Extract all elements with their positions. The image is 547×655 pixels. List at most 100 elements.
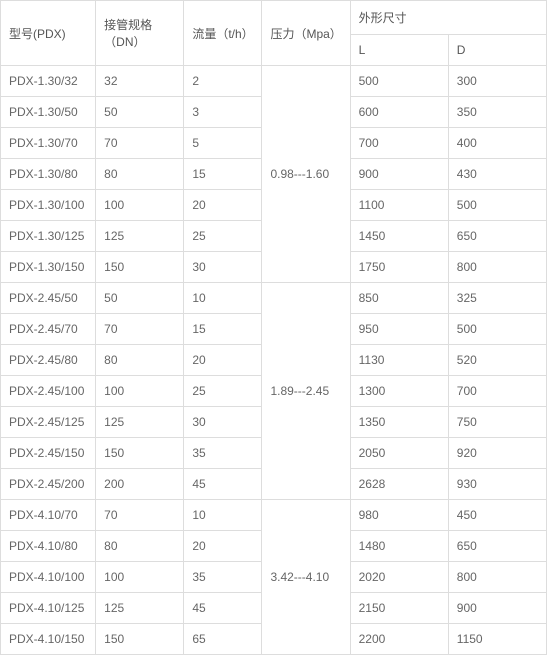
cell-model: PDX-2.45/80 <box>1 345 96 376</box>
cell-l: 1350 <box>350 407 448 438</box>
cell-flow: 2 <box>184 66 262 97</box>
cell-dn: 70 <box>96 128 184 159</box>
cell-l: 900 <box>350 159 448 190</box>
cell-l: 1450 <box>350 221 448 252</box>
cell-d: 400 <box>448 128 546 159</box>
cell-model: PDX-2.45/125 <box>1 407 96 438</box>
cell-l: 980 <box>350 500 448 531</box>
table-row: PDX-4.10/7070103.42---4.10980450 <box>1 500 547 531</box>
table-body: PDX-1.30/323220.98---1.60500300PDX-1.30/… <box>1 66 547 655</box>
cell-dn: 80 <box>96 531 184 562</box>
cell-d: 650 <box>448 531 546 562</box>
cell-d: 500 <box>448 190 546 221</box>
cell-flow: 15 <box>184 314 262 345</box>
cell-dn: 70 <box>96 314 184 345</box>
cell-dn: 150 <box>96 624 184 655</box>
cell-l: 1130 <box>350 345 448 376</box>
cell-pressure: 3.42---4.10 <box>262 500 350 655</box>
cell-model: PDX-2.45/200 <box>1 469 96 500</box>
cell-d: 800 <box>448 252 546 283</box>
cell-flow: 35 <box>184 562 262 593</box>
cell-dn: 200 <box>96 469 184 500</box>
cell-model: PDX-4.10/150 <box>1 624 96 655</box>
cell-l: 1480 <box>350 531 448 562</box>
cell-model: PDX-1.30/100 <box>1 190 96 221</box>
cell-model: PDX-2.45/150 <box>1 438 96 469</box>
cell-dn: 80 <box>96 345 184 376</box>
cell-l: 500 <box>350 66 448 97</box>
cell-l: 600 <box>350 97 448 128</box>
cell-l: 2020 <box>350 562 448 593</box>
cell-dn: 50 <box>96 97 184 128</box>
cell-model: PDX-4.10/125 <box>1 593 96 624</box>
cell-d: 300 <box>448 66 546 97</box>
cell-d: 350 <box>448 97 546 128</box>
cell-l: 1100 <box>350 190 448 221</box>
header-model: 型号(PDX) <box>1 1 96 66</box>
cell-pressure: 1.89---2.45 <box>262 283 350 500</box>
cell-model: PDX-2.45/70 <box>1 314 96 345</box>
header-l: L <box>350 35 448 66</box>
cell-l: 2050 <box>350 438 448 469</box>
cell-flow: 5 <box>184 128 262 159</box>
cell-model: PDX-1.30/125 <box>1 221 96 252</box>
table-row: PDX-2.45/5050101.89---2.45850325 <box>1 283 547 314</box>
cell-d: 920 <box>448 438 546 469</box>
cell-d: 930 <box>448 469 546 500</box>
cell-dn: 80 <box>96 159 184 190</box>
cell-d: 430 <box>448 159 546 190</box>
cell-flow: 45 <box>184 469 262 500</box>
cell-dn: 125 <box>96 407 184 438</box>
cell-flow: 20 <box>184 190 262 221</box>
cell-model: PDX-4.10/100 <box>1 562 96 593</box>
cell-d: 800 <box>448 562 546 593</box>
cell-flow: 30 <box>184 252 262 283</box>
cell-flow: 10 <box>184 500 262 531</box>
cell-l: 950 <box>350 314 448 345</box>
cell-l: 1750 <box>350 252 448 283</box>
cell-dn: 125 <box>96 221 184 252</box>
cell-d: 450 <box>448 500 546 531</box>
cell-flow: 20 <box>184 531 262 562</box>
spec-table: 型号(PDX) 接管规格（DN） 流量（t/h） 压力（Mpa） 外形尺寸 L … <box>0 0 547 655</box>
cell-model: PDX-1.30/50 <box>1 97 96 128</box>
cell-flow: 30 <box>184 407 262 438</box>
cell-dn: 50 <box>96 283 184 314</box>
cell-model: PDX-1.30/80 <box>1 159 96 190</box>
cell-flow: 25 <box>184 221 262 252</box>
cell-flow: 35 <box>184 438 262 469</box>
header-pressure: 压力（Mpa） <box>262 1 350 66</box>
cell-model: PDX-1.30/150 <box>1 252 96 283</box>
cell-flow: 10 <box>184 283 262 314</box>
table-header: 型号(PDX) 接管规格（DN） 流量（t/h） 压力（Mpa） 外形尺寸 L … <box>1 1 547 66</box>
header-dimensions: 外形尺寸 <box>350 1 546 35</box>
cell-l: 2200 <box>350 624 448 655</box>
cell-d: 500 <box>448 314 546 345</box>
cell-model: PDX-4.10/80 <box>1 531 96 562</box>
cell-l: 2150 <box>350 593 448 624</box>
cell-flow: 65 <box>184 624 262 655</box>
cell-dn: 100 <box>96 190 184 221</box>
cell-d: 1150 <box>448 624 546 655</box>
cell-d: 325 <box>448 283 546 314</box>
cell-dn: 70 <box>96 500 184 531</box>
cell-d: 520 <box>448 345 546 376</box>
cell-dn: 150 <box>96 252 184 283</box>
header-dn: 接管规格（DN） <box>96 1 184 66</box>
cell-l: 1300 <box>350 376 448 407</box>
cell-d: 650 <box>448 221 546 252</box>
table-row: PDX-1.30/323220.98---1.60500300 <box>1 66 547 97</box>
cell-l: 850 <box>350 283 448 314</box>
cell-d: 750 <box>448 407 546 438</box>
cell-model: PDX-2.45/50 <box>1 283 96 314</box>
cell-l: 700 <box>350 128 448 159</box>
cell-flow: 20 <box>184 345 262 376</box>
cell-flow: 25 <box>184 376 262 407</box>
header-d: D <box>448 35 546 66</box>
cell-model: PDX-2.45/100 <box>1 376 96 407</box>
cell-model: PDX-1.30/70 <box>1 128 96 159</box>
cell-dn: 32 <box>96 66 184 97</box>
cell-dn: 100 <box>96 376 184 407</box>
cell-l: 2628 <box>350 469 448 500</box>
cell-dn: 125 <box>96 593 184 624</box>
